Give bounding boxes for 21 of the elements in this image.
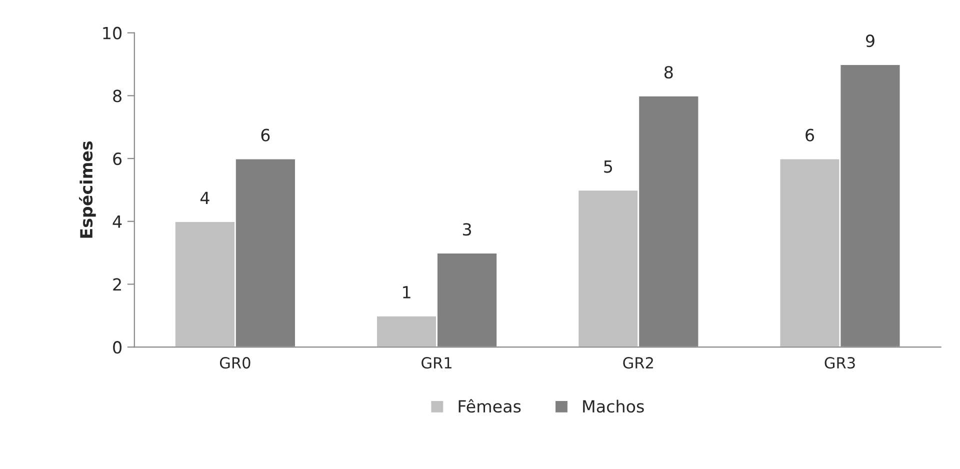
y-tick-label: 8	[113, 90, 122, 102]
data-label: 1	[403, 286, 410, 298]
x-tick-label: GR3	[824, 357, 855, 369]
data-label: 8	[664, 66, 673, 79]
data-label: 9	[866, 34, 874, 48]
y-tick-label: 4	[112, 216, 122, 228]
y-tick-label: 2	[113, 278, 121, 291]
data-label: 6	[261, 128, 270, 142]
data-label: 6	[806, 128, 814, 142]
y-tick-label: 10	[103, 26, 122, 40]
y-tick-label: 6	[113, 152, 122, 166]
data-label: 3	[463, 223, 472, 236]
legend-label: Fêmeas	[458, 399, 521, 413]
legend-label: Machos	[583, 400, 644, 413]
data-label: 5	[604, 160, 612, 173]
y-tick-label: 0	[113, 341, 122, 354]
x-tick-label: GR1	[422, 357, 452, 369]
data-label: 4	[200, 192, 210, 204]
x-tick-label: GR0	[220, 357, 250, 369]
y-axis-title: Espécimes	[79, 141, 96, 238]
x-tick-label: GR2	[623, 357, 653, 369]
